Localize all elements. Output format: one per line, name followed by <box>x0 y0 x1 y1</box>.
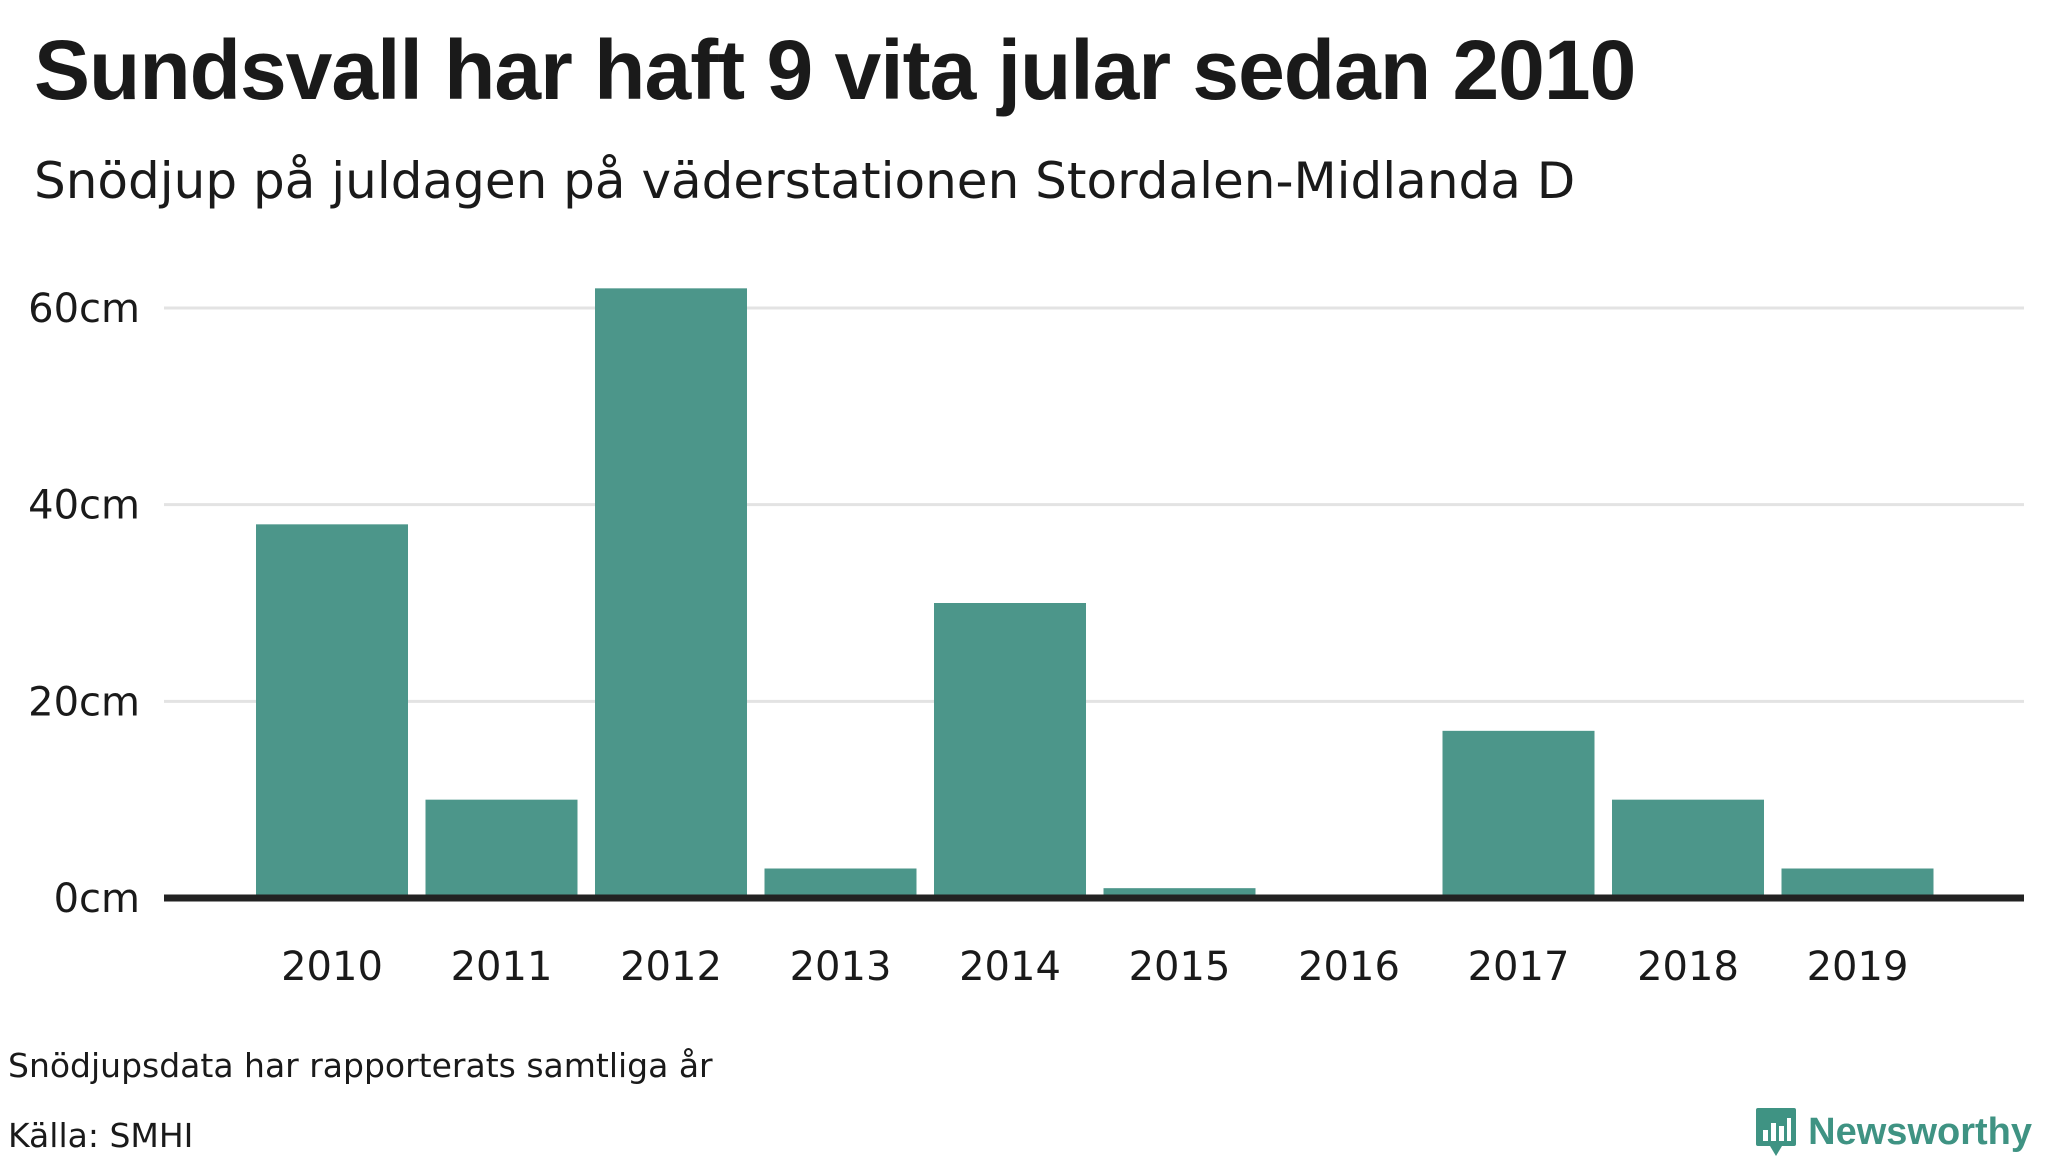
x-tick-label: 2014 <box>959 944 1061 990</box>
chart-title: Sundsvall har haft 9 vita jular sedan 20… <box>34 23 1636 117</box>
brand-logo: Newsworthy <box>1754 1106 2032 1158</box>
bar-2018 <box>1612 799 1764 898</box>
x-tick-label: 2019 <box>1807 944 1909 990</box>
y-tick-label: 20cm <box>28 679 140 725</box>
bar-2014 <box>934 603 1086 898</box>
bar-chart-logo-icon <box>1756 1108 1797 1156</box>
y-axis-ticks: 0cm 20cm 40cm 60cm <box>28 286 140 922</box>
brand-name: Newsworthy <box>1808 1110 2032 1153</box>
bar-2013 <box>764 868 917 898</box>
y-tick-label: 60cm <box>28 286 140 332</box>
x-tick-label: 2011 <box>451 944 553 990</box>
x-tick-label: 2013 <box>790 944 892 990</box>
chart-subtitle: Snödjup på juldagen på väderstationen St… <box>34 152 1576 210</box>
bar-2019 <box>1781 868 1934 898</box>
bar-2017 <box>1442 730 1595 898</box>
x-tick-label: 2012 <box>620 944 722 990</box>
bar-2011 <box>425 799 578 898</box>
x-tick-label: 2015 <box>1129 944 1231 990</box>
y-tick-label: 0cm <box>54 876 140 922</box>
bar-2012 <box>595 288 747 898</box>
x-axis-ticks: 2010 2011 2012 2013 2014 2015 2016 2017 2018 2019 <box>281 944 1908 990</box>
footnote-note: Snödjupsdata har rapporterats samtliga å… <box>8 1046 713 1085</box>
x-tick-label: 2016 <box>1298 944 1400 990</box>
x-tick-label: 2010 <box>281 944 383 990</box>
x-tick-label: 2017 <box>1468 944 1570 990</box>
bar-2015 <box>1103 888 1256 898</box>
gridlines <box>164 306 2024 703</box>
bar-2010 <box>256 524 408 898</box>
bars <box>256 288 1934 898</box>
source-note: Källa: SMHI <box>8 1116 194 1155</box>
x-tick-label: 2018 <box>1637 944 1739 990</box>
y-tick-label: 40cm <box>28 483 140 529</box>
